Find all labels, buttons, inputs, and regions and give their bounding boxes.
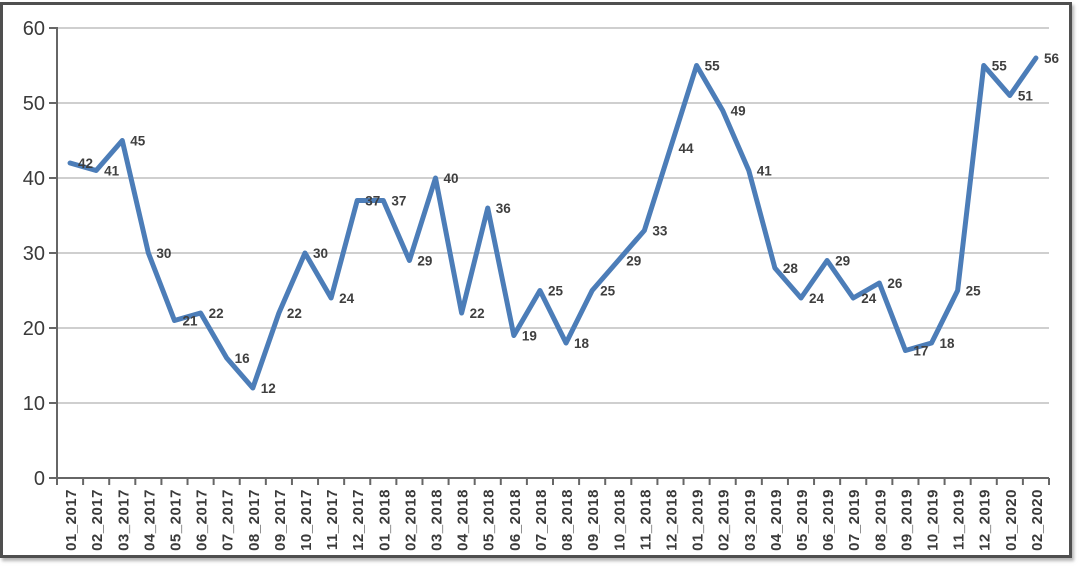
x-axis-label: 08_2019 — [872, 489, 889, 551]
data-point-label: 25 — [548, 284, 564, 299]
data-point-label: 16 — [235, 351, 251, 366]
data-point-label: 25 — [966, 284, 982, 299]
data-point-label: 19 — [522, 329, 537, 344]
x-tick-group — [56, 478, 1050, 485]
x-axis-label: 01_2019 — [690, 489, 707, 551]
x-axis-label: 03_2018 — [429, 489, 446, 551]
x-axis-label: 07_2017 — [220, 489, 237, 551]
x-axis-label: 08_2018 — [559, 489, 576, 551]
data-point-label: 18 — [574, 336, 590, 351]
x-axis-label: 06_2019 — [820, 489, 837, 551]
data-point-label: 24 — [809, 291, 825, 306]
x-axis-label: 02_2018 — [402, 489, 419, 551]
y-axis-label: 40 — [23, 168, 45, 190]
x-axis-label: 10_2017 — [298, 489, 315, 551]
data-point-label: 25 — [600, 284, 616, 299]
data-point-label: 26 — [887, 276, 903, 291]
data-point-label: 36 — [496, 201, 512, 216]
data-point-label: 18 — [940, 336, 956, 351]
data-point-label: 29 — [835, 254, 850, 269]
x-axis-label: 05_2018 — [481, 489, 498, 551]
chart-svg: 0 10 20 30 40 50 60 01_2017 02_2017 03_2017 04_20… — [23, 18, 1060, 551]
x-axis-label: 09_2017 — [272, 489, 289, 551]
x-axis-label: 03_2019 — [742, 489, 759, 551]
data-point-label: 29 — [626, 254, 641, 269]
x-axis-label: 02_2020 — [1029, 489, 1046, 551]
data-point-label: 22 — [287, 306, 302, 321]
data-point-label: 29 — [417, 254, 432, 269]
gridlines-group — [57, 27, 1049, 404]
x-axis-label: 06_2017 — [194, 489, 211, 551]
x-axis-label: 11_2018 — [637, 489, 654, 550]
data-point-label: 51 — [1018, 89, 1034, 104]
data-point-label: 30 — [313, 246, 328, 261]
y-axis-label: 50 — [23, 93, 45, 115]
data-point-label: 21 — [182, 314, 198, 329]
x-axis-label: 09_2018 — [585, 489, 602, 551]
data-point-label: 17 — [913, 344, 928, 359]
data-point-label: 42 — [78, 156, 93, 171]
y-axis-label: 60 — [23, 18, 45, 40]
y-axis-label: 10 — [23, 393, 45, 415]
x-axis-label: 02_2019 — [716, 489, 733, 551]
x-axis-label: 06_2018 — [507, 489, 524, 551]
x-axis-label: 01_2018 — [376, 489, 393, 551]
data-point-label: 55 — [992, 59, 1008, 74]
data-point-label: 44 — [678, 141, 694, 156]
series-group — [67, 55, 1039, 391]
x-axis-label: 10_2019 — [925, 489, 942, 551]
y-axis-label: 30 — [23, 243, 45, 265]
x-axis-label: 07_2018 — [533, 489, 550, 551]
x-axis-label: 02_2017 — [89, 489, 106, 551]
x-axis-label: 11_2017 — [324, 489, 341, 550]
x-axis-label: 08_2017 — [246, 489, 263, 551]
data-point-label: 22 — [470, 306, 485, 321]
x-axis-label: 04_2017 — [141, 489, 158, 551]
x-axis-label: 07_2019 — [846, 489, 863, 551]
y-axis-labels-group: 0 10 20 30 40 50 60 — [23, 18, 45, 490]
x-axis-label: 03_2017 — [115, 489, 132, 551]
data-point-label: 45 — [130, 134, 146, 149]
x-axis-label: 12_2017 — [350, 489, 367, 551]
data-point-label: 24 — [861, 291, 877, 306]
x-axis-label: 09_2019 — [898, 489, 915, 551]
data-point-label: 22 — [209, 306, 224, 321]
data-point-label: 28 — [783, 261, 799, 276]
data-point-label: 12 — [261, 381, 276, 396]
x-axis-label: 12_2019 — [977, 489, 994, 551]
y-axis-label: 20 — [23, 318, 45, 340]
data-point-label: 55 — [705, 59, 721, 74]
x-axis-label: 05_2019 — [794, 489, 811, 551]
data-point-label: 37 — [365, 194, 380, 209]
data-point-label: 41 — [104, 164, 120, 179]
x-axis-label: 01_2017 — [63, 489, 80, 551]
x-axis-label: 12_2018 — [663, 489, 680, 551]
x-axis-label: 10_2018 — [611, 489, 628, 551]
chart-frame: 0 10 20 30 40 50 60 01_2017 02_2017 03_2017 04_20… — [0, 2, 1072, 558]
data-point-label: 24 — [339, 291, 355, 306]
x-axis-label: 04_2018 — [455, 489, 472, 551]
series-line — [67, 55, 1039, 391]
data-point-label: 33 — [652, 224, 668, 239]
data-point-label: 56 — [1044, 51, 1060, 66]
x-axis-label: 05_2017 — [167, 489, 184, 551]
x-axis-label: 04_2019 — [768, 489, 785, 551]
data-labels-group: 42 41 45 30 21 22 16 12 22 30 24 37 37 29 40 22 36 19 25 18… — [78, 51, 1059, 396]
data-point-label: 49 — [731, 104, 746, 119]
x-axis-label: 11_2019 — [951, 489, 968, 550]
data-point-label: 37 — [391, 194, 406, 209]
data-point-label: 40 — [444, 171, 459, 186]
y-axis-label: 0 — [34, 468, 45, 490]
x-axis-labels-group: 01_2017 02_2017 03_2017 04_2017 05_2017 06_20… — [63, 489, 1046, 551]
x-axis-label: 01_2020 — [1003, 489, 1020, 551]
data-point-label: 30 — [156, 246, 171, 261]
data-point-label: 41 — [757, 164, 773, 179]
